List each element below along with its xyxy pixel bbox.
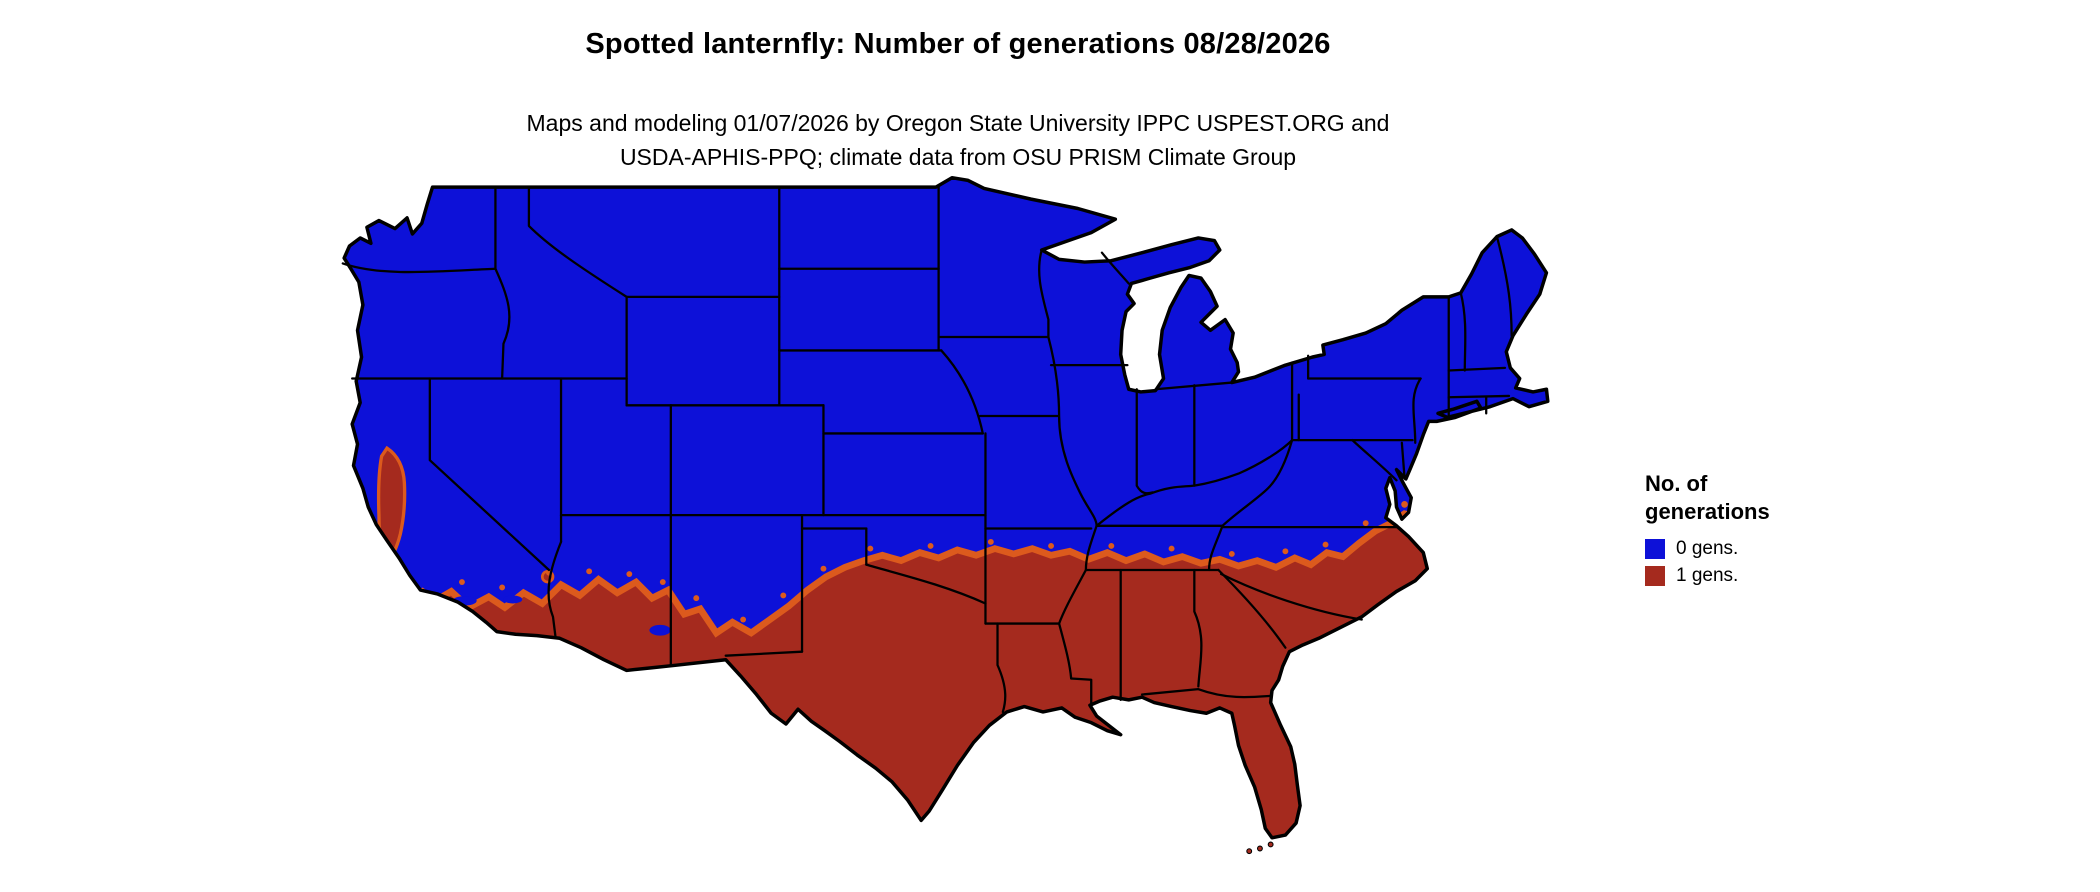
- legend-label-1-generation: 1 gens.: [1676, 564, 1739, 586]
- legend-title: No. of generations: [1645, 470, 1770, 526]
- page-subtitle: Maps and modeling 01/07/2026 by Oregon S…: [0, 106, 1916, 174]
- legend-label-0-generations: 0 gens.: [1676, 537, 1739, 559]
- legend-title-line-1: No. of: [1645, 471, 1708, 496]
- subtitle-line-1: Maps and modeling 01/07/2026 by Oregon S…: [526, 110, 1390, 136]
- florida-keys-dots: [1246, 841, 1274, 855]
- legend-item-0-generations: 0 gens.: [1645, 535, 1770, 562]
- map-svg: [341, 175, 1550, 855]
- transition-band: [418, 510, 1422, 638]
- legend-swatch-1-generation: [1645, 565, 1665, 586]
- legend-title-line-2: generations: [1645, 499, 1770, 524]
- legend-items: 0 gens. 1 gens.: [1645, 535, 1770, 589]
- transition-speckles: [459, 520, 1369, 623]
- us-generations-map: [301, 167, 1607, 890]
- legend-swatch-0-generations: [1645, 538, 1665, 559]
- page-title: Spotted lanternfly: Number of generation…: [585, 28, 1331, 60]
- legend: No. of generations 0 gens. 1 gens.: [1645, 470, 1770, 589]
- subtitle-line-2: USDA-APHIS-PPQ; climate data from OSU PR…: [619, 144, 1297, 170]
- legend-item-1-generation: 1 gens.: [1645, 562, 1770, 589]
- delmarva-speck: [1401, 501, 1408, 508]
- state-borders: [341, 185, 1513, 714]
- us-outline: [342, 175, 1550, 840]
